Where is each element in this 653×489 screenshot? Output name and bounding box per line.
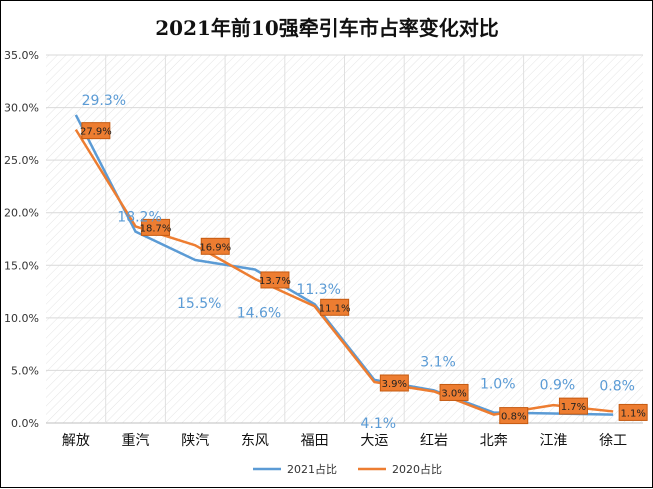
data-label-box <box>200 237 230 255</box>
data-label-2020: 3.0% <box>439 383 469 401</box>
legend-label: 2021占比 <box>287 462 337 476</box>
x-tick-label: 陕汽 <box>181 433 209 449</box>
y-tick-label: 35.0% <box>4 49 39 62</box>
y-tick-label: 10.0% <box>4 312 39 325</box>
data-label-2020: 11.1% <box>319 298 351 316</box>
data-label-2021: 15.5% <box>177 296 221 312</box>
data-label-text: 3.0% <box>441 388 466 399</box>
y-tick-label: 30.0% <box>4 102 39 115</box>
data-label-text: 1.1% <box>620 408 645 419</box>
x-tick-label: 大运 <box>360 433 388 449</box>
legend: 2021占比 2020占比 <box>253 462 442 476</box>
x-tick-label: 解放 <box>62 433 90 449</box>
x-tick-label: 东风 <box>241 433 269 449</box>
data-label-2021: 0.8% <box>599 379 635 395</box>
data-label-box <box>439 383 469 401</box>
y-tick-label: 5.0% <box>11 364 39 377</box>
legend-label: 2020占比 <box>392 462 442 476</box>
data-label-2021: 0.9% <box>540 378 576 394</box>
x-tick-label: 徐工 <box>599 433 627 449</box>
data-label-text: 1.7% <box>561 402 586 413</box>
data-label-2020: 27.9% <box>80 122 112 140</box>
data-label-box <box>260 271 290 289</box>
data-label-box <box>499 407 529 425</box>
data-label-2021: 3.1% <box>420 354 456 370</box>
y-axis: 0.0% 5.0% 10.0% 15.0% 20.0% 25.0% 30.0% 35.0% <box>4 49 39 430</box>
data-label-text: 3.9% <box>382 379 407 390</box>
data-label-text: 27.9% <box>80 127 112 138</box>
data-label-2020: 3.9% <box>379 374 409 392</box>
x-tick-label: 江淮 <box>539 433 567 449</box>
data-label-box <box>81 122 111 140</box>
data-label-2021: 18.2% <box>117 210 161 226</box>
data-label-2020: 16.9% <box>199 237 231 255</box>
data-label-2021: 11.3% <box>296 282 340 298</box>
data-label-2021: 4.1% <box>361 416 397 432</box>
data-label-2020: 1.1% <box>618 403 648 421</box>
data-label-2020: 0.8% <box>499 407 529 425</box>
data-label-text: 13.7% <box>259 276 291 287</box>
data-label-2021: 29.3% <box>82 93 126 109</box>
data-label-box <box>320 298 350 316</box>
data-label-text: 16.9% <box>199 242 231 253</box>
y-tick-label: 20.0% <box>4 207 39 220</box>
x-tick-label: 红岩 <box>420 433 448 449</box>
data-label-box <box>558 397 588 415</box>
data-label-2020: 18.7% <box>140 218 172 236</box>
data-label-text: 0.8% <box>501 412 526 423</box>
y-tick-label: 0.0% <box>11 417 39 430</box>
data-label-2021: 14.6% <box>237 305 281 321</box>
data-label-2020: 13.7% <box>259 271 291 289</box>
x-tick-label: 重汽 <box>122 433 150 449</box>
data-label-2020: 1.7% <box>558 397 588 415</box>
x-tick-label: 福田 <box>301 433 329 449</box>
data-label-text: 18.7% <box>140 223 172 234</box>
y-tick-label: 15.0% <box>4 259 39 272</box>
x-axis: 解放 重汽 陕汽 东风 福田 大运 红岩 北奔 江淮 徐工 <box>62 433 627 449</box>
data-label-box <box>141 218 171 236</box>
x-tick-label: 北奔 <box>480 433 508 449</box>
data-label-box <box>379 374 409 392</box>
y-tick-label: 25.0% <box>4 154 39 167</box>
chart-title: 2021年前10强牵引车市占率变化对比 <box>155 16 499 40</box>
data-label-text: 11.1% <box>319 303 351 314</box>
data-label-box <box>618 403 648 421</box>
data-labels: 27.9% 18.7% 16.9% 13.7% 11.1% 3.9% 3.0% 0.8% 1.7… <box>80 93 648 432</box>
data-label-2021: 1.0% <box>480 376 516 392</box>
